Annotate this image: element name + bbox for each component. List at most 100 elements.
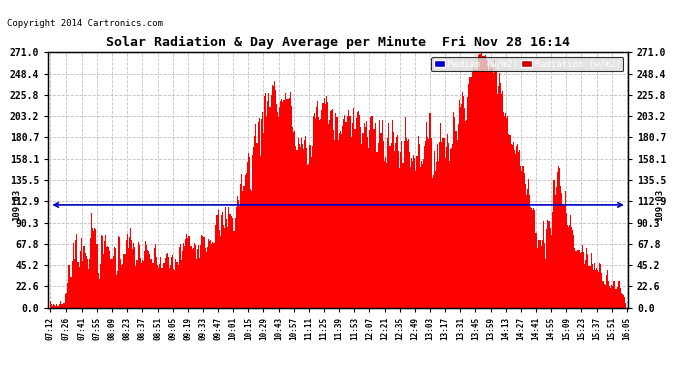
Bar: [552, 212, 553, 308]
Bar: [528, 178, 529, 308]
Bar: [269, 107, 270, 307]
Bar: [459, 100, 460, 308]
Bar: [600, 264, 602, 308]
Bar: [223, 225, 224, 308]
Bar: [532, 210, 533, 308]
Bar: [395, 143, 396, 308]
Bar: [569, 225, 570, 308]
Bar: [520, 166, 522, 308]
Bar: [52, 306, 53, 308]
Bar: [141, 263, 142, 308]
Bar: [341, 134, 342, 308]
Bar: [472, 72, 473, 308]
Bar: [414, 158, 415, 308]
Bar: [328, 124, 329, 308]
Bar: [466, 120, 467, 308]
Bar: [419, 144, 420, 308]
Bar: [198, 245, 199, 308]
Bar: [208, 239, 209, 308]
Bar: [589, 266, 591, 308]
Bar: [613, 282, 614, 308]
Bar: [591, 253, 592, 308]
Bar: [331, 110, 332, 308]
Bar: [302, 144, 303, 308]
Bar: [51, 304, 52, 307]
Bar: [573, 235, 574, 308]
Bar: [304, 140, 305, 308]
Bar: [428, 139, 429, 308]
Bar: [596, 268, 597, 308]
Bar: [514, 150, 515, 308]
Bar: [204, 248, 206, 308]
Bar: [404, 117, 406, 308]
Bar: [299, 147, 301, 308]
Bar: [372, 116, 373, 308]
Bar: [477, 70, 478, 308]
Bar: [110, 259, 112, 308]
Bar: [554, 180, 555, 308]
Bar: [512, 145, 513, 308]
Bar: [326, 96, 327, 308]
Bar: [164, 258, 166, 308]
Bar: [305, 136, 306, 308]
Bar: [611, 285, 612, 308]
Bar: [429, 113, 431, 308]
Bar: [583, 252, 584, 308]
Bar: [469, 78, 471, 308]
Bar: [137, 242, 139, 308]
Bar: [91, 213, 92, 308]
Bar: [66, 293, 67, 308]
Bar: [457, 124, 459, 308]
Bar: [139, 258, 141, 308]
Bar: [557, 172, 558, 308]
Bar: [161, 268, 162, 308]
Bar: [219, 236, 221, 308]
Bar: [355, 129, 356, 308]
Bar: [555, 195, 556, 308]
Bar: [531, 208, 532, 308]
Bar: [505, 113, 506, 308]
Bar: [50, 301, 51, 307]
Bar: [426, 122, 427, 308]
Bar: [558, 166, 559, 308]
Bar: [314, 113, 315, 308]
Bar: [587, 254, 589, 308]
Bar: [152, 263, 154, 308]
Bar: [486, 61, 488, 308]
Bar: [318, 117, 319, 308]
Bar: [106, 247, 107, 308]
Bar: [308, 164, 309, 308]
Bar: [511, 144, 512, 308]
Bar: [286, 99, 287, 308]
Bar: [257, 122, 259, 308]
Bar: [556, 187, 557, 308]
Bar: [209, 241, 210, 308]
Bar: [59, 302, 61, 307]
Bar: [499, 73, 500, 308]
Bar: [272, 86, 273, 308]
Bar: [385, 157, 386, 308]
Bar: [288, 99, 289, 308]
Bar: [409, 152, 410, 308]
Bar: [120, 259, 121, 308]
Bar: [248, 153, 249, 308]
Bar: [493, 73, 494, 308]
Bar: [411, 158, 412, 308]
Bar: [104, 241, 105, 308]
Bar: [440, 123, 442, 308]
Bar: [609, 286, 610, 308]
Bar: [547, 220, 549, 308]
Bar: [297, 138, 299, 308]
Bar: [465, 122, 466, 308]
Bar: [247, 162, 248, 308]
Bar: [602, 281, 604, 308]
Bar: [582, 245, 583, 308]
Bar: [415, 171, 417, 308]
Bar: [185, 239, 186, 308]
Bar: [329, 120, 330, 308]
Bar: [545, 258, 546, 308]
Bar: [564, 191, 566, 308]
Bar: [516, 146, 517, 308]
Bar: [359, 116, 360, 308]
Bar: [585, 260, 586, 308]
